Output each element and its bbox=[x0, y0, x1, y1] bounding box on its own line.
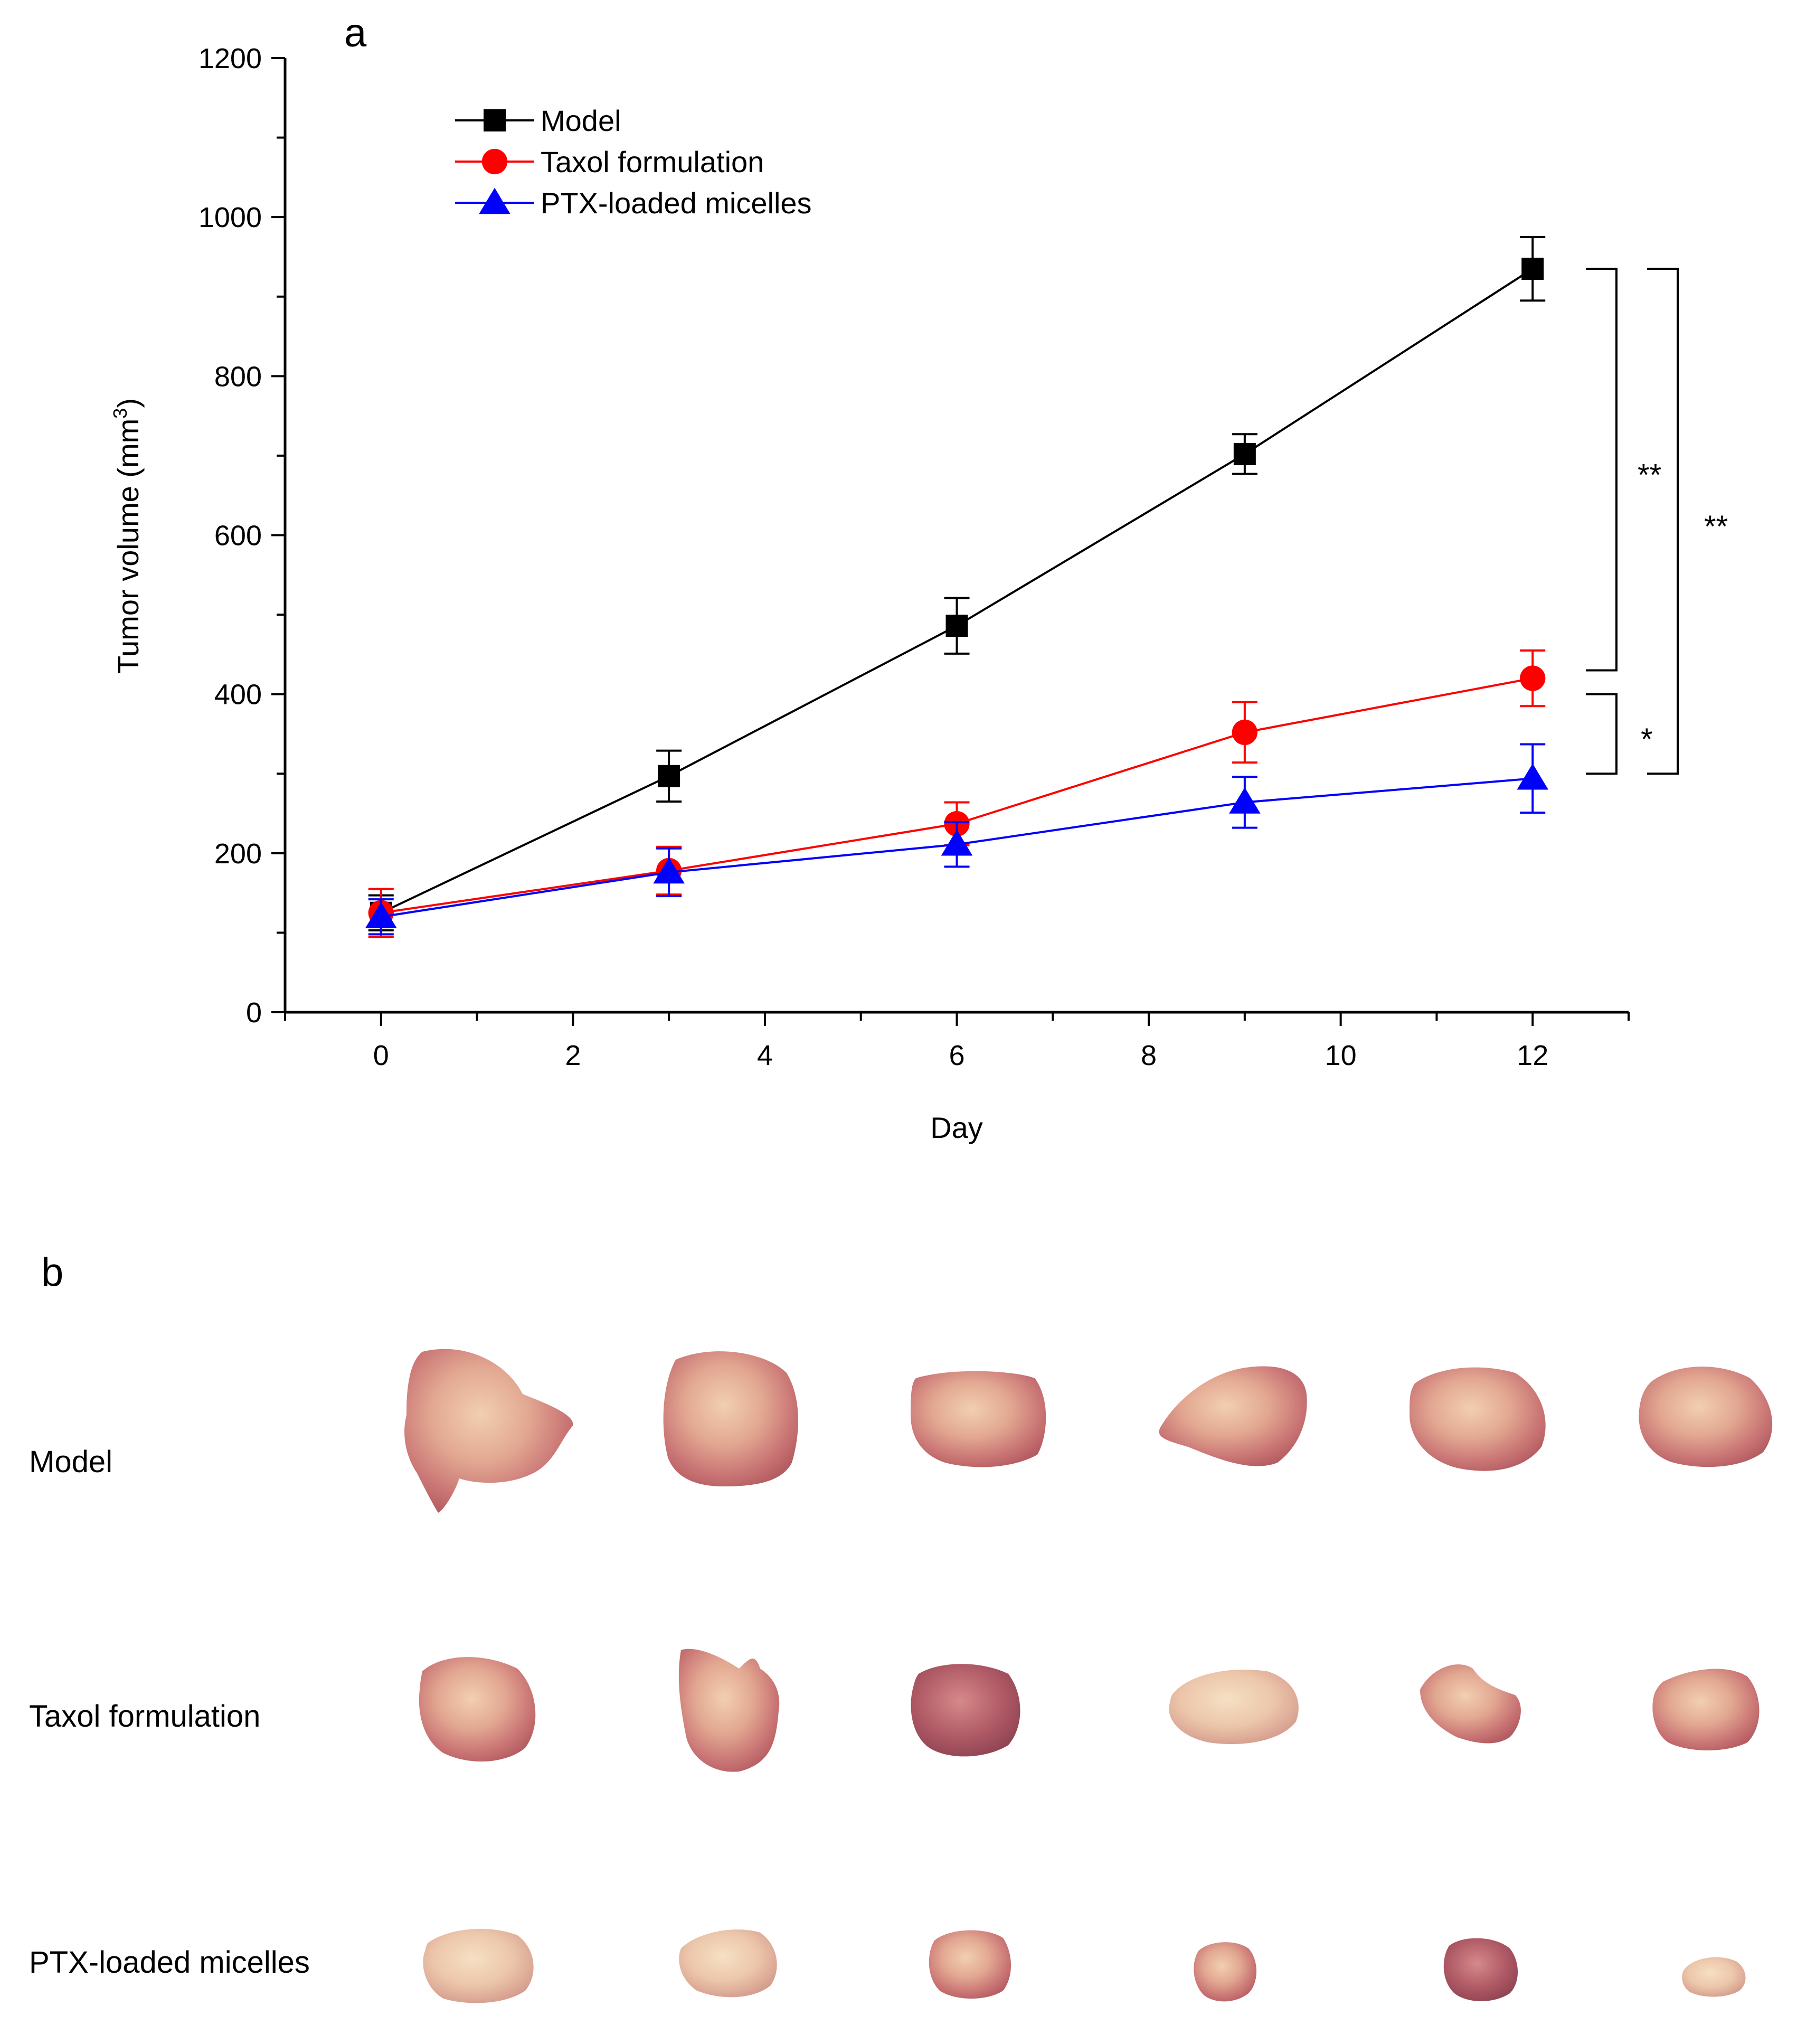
significance-brackets: ***** bbox=[1586, 268, 1728, 775]
significance-bracket bbox=[1647, 268, 1679, 775]
tumor-row-micelles bbox=[423, 1929, 1746, 2003]
x-tick-label: 6 bbox=[949, 1040, 964, 1071]
significance-label: * bbox=[1641, 722, 1653, 757]
significance-bracket bbox=[1586, 268, 1618, 672]
tumor-image bbox=[419, 1657, 536, 1762]
tumor-volume-chart: 0 2 4 6 8 10 12 0 200 400 600 800 1000 1200 Day Tumo… bbox=[109, 43, 1728, 1144]
tumor-image bbox=[1652, 1669, 1760, 1750]
marker-triangle bbox=[941, 829, 973, 856]
tumor-row-taxol bbox=[419, 1649, 1760, 1772]
y-axis-label-suffix: ) bbox=[111, 398, 145, 408]
y-tick-label: 0 bbox=[246, 997, 262, 1029]
marker-triangle bbox=[1517, 763, 1548, 790]
legend-label: Taxol formulation bbox=[541, 145, 764, 178]
y-tick-label: 200 bbox=[214, 838, 262, 870]
series-1 bbox=[368, 649, 1546, 938]
tumor-row-model bbox=[404, 1349, 1773, 1513]
row-label-taxol: Taxol formulation bbox=[29, 1699, 260, 1734]
significance-label: ** bbox=[1704, 510, 1728, 544]
y-tick-label: 800 bbox=[214, 361, 262, 392]
panel-a-label: a bbox=[344, 11, 367, 55]
marker-square bbox=[945, 615, 968, 637]
tumor-image bbox=[1420, 1664, 1521, 1744]
marker-triangle bbox=[365, 901, 397, 928]
tumor-image bbox=[678, 1649, 780, 1772]
panel-b-label: b bbox=[41, 1250, 63, 1295]
tumor-image bbox=[911, 1371, 1046, 1467]
y-tick-label: 400 bbox=[214, 679, 262, 711]
significance-label: ** bbox=[1638, 458, 1661, 492]
x-tick-label: 2 bbox=[565, 1040, 581, 1071]
tumor-image bbox=[1169, 1670, 1299, 1745]
y-axis-label-main: Tumor volume (mm bbox=[111, 419, 145, 674]
series-layer bbox=[365, 236, 1548, 938]
y-tick-label: 600 bbox=[214, 520, 262, 552]
marker-square bbox=[1521, 258, 1544, 280]
marker-square bbox=[484, 109, 506, 131]
tumor-image bbox=[1194, 1942, 1256, 2002]
tumor-image bbox=[404, 1349, 573, 1513]
x-tick-label: 0 bbox=[373, 1040, 389, 1071]
y-axis-label-superscript: 3 bbox=[109, 408, 131, 419]
significance-bracket bbox=[1586, 693, 1618, 775]
marker-circle bbox=[1520, 665, 1546, 691]
tumor-photos-panel: Model Taxol formulation PTX-loaded micel… bbox=[29, 1349, 1773, 2003]
series-2 bbox=[365, 743, 1548, 936]
tumor-image bbox=[911, 1664, 1020, 1757]
x-tick-label: 4 bbox=[757, 1040, 773, 1071]
x-tick-label: 8 bbox=[1141, 1040, 1157, 1071]
tumor-image bbox=[1639, 1367, 1773, 1467]
legend: Model Taxol formulation PTX-loaded micelle… bbox=[455, 104, 812, 220]
tumor-image bbox=[1159, 1366, 1307, 1466]
tumor-image bbox=[1682, 1957, 1746, 1997]
marker-circle bbox=[481, 148, 508, 175]
x-tick-label: 12 bbox=[1517, 1040, 1548, 1071]
tumor-image bbox=[929, 1930, 1011, 1999]
row-label-model: Model bbox=[29, 1445, 112, 1479]
tumor-image bbox=[679, 1929, 777, 1998]
y-ticks: 0 200 400 600 800 1000 1200 bbox=[198, 43, 285, 1029]
x-tick-label: 10 bbox=[1325, 1040, 1357, 1071]
x-axis-label: Day bbox=[930, 1111, 983, 1144]
y-axis-label: Tumor volume (mm3) bbox=[109, 398, 145, 674]
row-label-micelles: PTX-loaded micelles bbox=[29, 1945, 310, 1980]
marker-circle bbox=[1232, 719, 1258, 746]
marker-triangle bbox=[653, 857, 685, 884]
marker-triangle bbox=[1229, 787, 1261, 814]
chart-axes bbox=[283, 58, 1629, 1014]
y-tick-label: 1200 bbox=[198, 43, 262, 74]
marker-square bbox=[658, 765, 680, 787]
legend-label: Model bbox=[541, 104, 621, 137]
legend-label: PTX-loaded micelles bbox=[541, 186, 812, 220]
tumor-image bbox=[1443, 1938, 1518, 2001]
tumor-image bbox=[663, 1351, 798, 1486]
tumor-image bbox=[423, 1929, 534, 2003]
marker-square bbox=[1233, 442, 1256, 465]
x-ticks: 0 2 4 6 8 10 12 bbox=[284, 1012, 1630, 1071]
y-tick-label: 1000 bbox=[198, 202, 262, 233]
marker-triangle bbox=[479, 187, 510, 214]
series-line bbox=[381, 677, 1533, 914]
tumor-image bbox=[1410, 1367, 1546, 1471]
